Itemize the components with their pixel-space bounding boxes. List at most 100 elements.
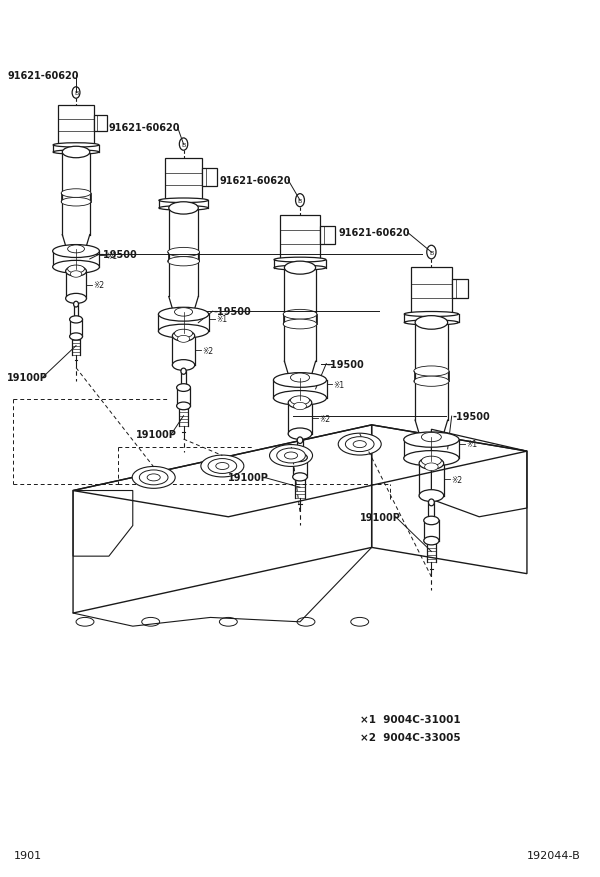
Ellipse shape [216, 463, 229, 470]
Ellipse shape [297, 438, 303, 444]
Ellipse shape [404, 432, 459, 448]
Text: -19500: -19500 [100, 250, 137, 260]
Ellipse shape [353, 441, 366, 448]
Text: B: B [74, 91, 78, 96]
Text: 192044-B: 192044-B [527, 850, 581, 859]
Ellipse shape [424, 537, 439, 545]
Ellipse shape [65, 267, 86, 277]
Bar [202, 169, 217, 187]
Ellipse shape [274, 266, 326, 271]
Text: ×2  9004C-33005: ×2 9004C-33005 [360, 732, 460, 742]
Ellipse shape [208, 459, 236, 474]
Text: -19500: -19500 [452, 411, 490, 422]
Text: ※2: ※2 [319, 414, 330, 424]
Ellipse shape [178, 336, 190, 343]
Ellipse shape [404, 312, 458, 317]
Text: ※1: ※1 [107, 252, 118, 260]
Ellipse shape [159, 206, 208, 211]
Ellipse shape [421, 433, 442, 442]
Ellipse shape [338, 434, 381, 455]
Ellipse shape [158, 308, 209, 322]
Ellipse shape [404, 320, 458, 325]
Ellipse shape [175, 309, 193, 317]
Ellipse shape [167, 257, 199, 267]
Ellipse shape [53, 144, 99, 148]
Ellipse shape [346, 438, 374, 452]
Ellipse shape [424, 517, 439, 525]
Ellipse shape [283, 310, 317, 320]
Ellipse shape [68, 246, 85, 253]
Text: -19500: -19500 [214, 307, 251, 317]
Ellipse shape [176, 384, 190, 392]
Ellipse shape [293, 454, 307, 462]
Ellipse shape [158, 324, 209, 339]
Ellipse shape [61, 198, 91, 207]
Text: ※1: ※1 [216, 315, 227, 324]
Text: B: B [429, 250, 434, 255]
Ellipse shape [414, 377, 449, 387]
Ellipse shape [288, 397, 312, 409]
Ellipse shape [172, 360, 194, 371]
Ellipse shape [68, 266, 85, 274]
Ellipse shape [62, 147, 90, 159]
Ellipse shape [175, 330, 193, 339]
Text: 19100P: 19100P [360, 512, 401, 522]
Text: 19100P: 19100P [229, 473, 269, 483]
Ellipse shape [176, 403, 190, 410]
Text: B: B [181, 142, 185, 147]
Ellipse shape [53, 151, 99, 155]
Text: 1901: 1901 [13, 850, 41, 859]
Text: ※1: ※1 [466, 440, 478, 449]
Text: 91621-60620: 91621-60620 [339, 228, 410, 238]
Ellipse shape [172, 331, 194, 342]
Ellipse shape [297, 617, 315, 626]
Ellipse shape [74, 302, 79, 308]
Ellipse shape [70, 317, 82, 324]
Ellipse shape [277, 448, 305, 463]
Text: 91621-60620: 91621-60620 [7, 71, 79, 81]
Ellipse shape [269, 445, 313, 467]
Ellipse shape [201, 455, 244, 477]
Ellipse shape [428, 499, 434, 506]
Ellipse shape [76, 617, 94, 626]
Ellipse shape [65, 294, 86, 304]
Ellipse shape [293, 403, 307, 410]
Ellipse shape [415, 317, 448, 330]
Ellipse shape [53, 246, 100, 258]
Text: ※2: ※2 [202, 346, 213, 355]
Ellipse shape [421, 457, 442, 466]
Bar [280, 216, 320, 260]
Ellipse shape [167, 248, 199, 257]
Text: B: B [298, 198, 302, 203]
Ellipse shape [351, 617, 368, 626]
Ellipse shape [159, 199, 208, 203]
Ellipse shape [274, 374, 326, 388]
Ellipse shape [283, 320, 317, 330]
Ellipse shape [61, 189, 91, 198]
Ellipse shape [284, 262, 316, 275]
Text: ※2: ※2 [94, 281, 105, 290]
Text: 91621-60620: 91621-60620 [109, 123, 181, 133]
Ellipse shape [419, 490, 443, 502]
Text: 19100P: 19100P [7, 373, 48, 382]
Bar [164, 159, 202, 201]
Text: 19100P: 19100P [136, 429, 176, 439]
Ellipse shape [284, 453, 298, 460]
Ellipse shape [414, 367, 449, 377]
Text: ×1  9004C-31001: ×1 9004C-31001 [360, 715, 460, 724]
Ellipse shape [70, 333, 82, 340]
Ellipse shape [290, 396, 310, 405]
Ellipse shape [288, 429, 312, 440]
Text: ※2: ※2 [451, 475, 462, 484]
Bar [94, 116, 107, 132]
Ellipse shape [220, 617, 237, 626]
Ellipse shape [132, 467, 175, 488]
Text: ※1: ※1 [334, 381, 345, 389]
Bar [452, 279, 468, 299]
Ellipse shape [274, 391, 326, 406]
Text: 91621-60620: 91621-60620 [220, 175, 291, 186]
Ellipse shape [181, 368, 186, 374]
Ellipse shape [139, 470, 168, 485]
Ellipse shape [70, 272, 82, 278]
Ellipse shape [169, 203, 198, 215]
